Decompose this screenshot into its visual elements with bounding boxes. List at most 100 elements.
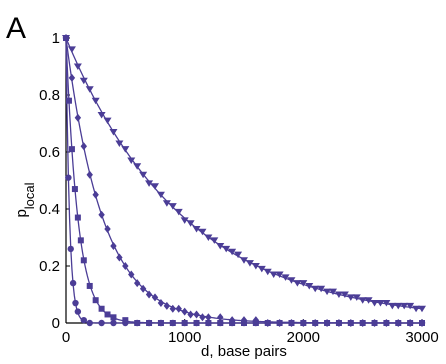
marker-diamond xyxy=(98,210,105,219)
marker-diamond xyxy=(92,190,99,199)
marker-diamond xyxy=(323,319,331,327)
marker-diamond xyxy=(205,313,212,322)
axes: 0 0.2 0.4 0.6 0.8 1 0 1000 2000 3000 xyxy=(39,30,439,346)
marker-triangle-down xyxy=(162,200,171,207)
marker-triangle-down xyxy=(299,280,308,287)
marker-triangle-down xyxy=(222,245,231,253)
marker-diamond xyxy=(288,319,295,327)
marker-triangle-down xyxy=(67,46,76,53)
svg-text:plocal: plocal xyxy=(13,182,37,217)
marker-triangle-down xyxy=(85,86,94,93)
marker-triangle-down xyxy=(216,243,225,250)
marker-circle xyxy=(80,316,88,324)
marker-triangle-down xyxy=(79,77,88,85)
marker-diamond xyxy=(383,319,390,327)
marker-diamond xyxy=(145,290,153,299)
marker-triangle-down xyxy=(168,203,177,210)
marker-circle xyxy=(67,245,74,253)
marker-diamond xyxy=(347,319,354,327)
marker-diamond xyxy=(300,319,307,327)
marker-square xyxy=(77,237,84,244)
marker-triangle-down xyxy=(133,163,142,170)
marker-triangle-down xyxy=(293,280,302,287)
marker-diamond xyxy=(134,279,141,288)
marker-diamond xyxy=(217,313,224,322)
marker-triangle-down xyxy=(388,302,397,310)
marker-triangle-down xyxy=(329,288,337,296)
marker-triangle-down xyxy=(121,146,130,153)
marker-square xyxy=(92,297,99,304)
y-tick-label: 0.6 xyxy=(39,144,60,161)
marker-triangle-down xyxy=(358,297,367,304)
data-markers xyxy=(62,34,426,327)
y-axis-title: plocal xyxy=(13,182,37,217)
marker-triangle-down xyxy=(251,263,260,270)
marker-diamond xyxy=(312,319,319,327)
x-tick-label: 2000 xyxy=(287,329,320,346)
marker-triangle-down xyxy=(245,260,254,267)
marker-triangle-down xyxy=(103,117,112,125)
marker-square xyxy=(146,320,153,326)
marker-circle xyxy=(74,308,82,315)
marker-circle xyxy=(72,299,79,307)
x-axis-title: d, base pairs xyxy=(201,343,287,360)
y-axis-title-main: p xyxy=(13,209,30,217)
marker-triangle-down xyxy=(109,129,118,136)
marker-triangle-down xyxy=(323,288,332,296)
marker-triangle-down xyxy=(240,257,248,264)
marker-triangle-down xyxy=(412,305,421,313)
marker-triangle-down xyxy=(376,300,385,307)
marker-square xyxy=(217,320,224,326)
marker-diamond xyxy=(228,316,236,325)
y-tick-label: 0 xyxy=(52,315,60,332)
marker-triangle-down xyxy=(91,97,100,105)
marker-diamond xyxy=(181,307,188,316)
x-tick-label: 1000 xyxy=(168,329,201,346)
fit-curves xyxy=(65,37,423,324)
x-tick-label: 3000 xyxy=(405,329,438,346)
marker-triangle-down xyxy=(406,302,415,310)
marker-circle xyxy=(69,279,77,287)
marker-triangle-down xyxy=(394,302,403,310)
marker-diamond xyxy=(157,299,165,308)
marker-triangle-down xyxy=(275,271,284,279)
marker-diamond xyxy=(110,242,117,251)
marker-triangle-down xyxy=(364,297,373,304)
marker-square xyxy=(74,214,81,221)
marker-triangle-down xyxy=(382,300,391,307)
marker-square xyxy=(68,146,75,153)
marker-square xyxy=(181,320,188,326)
marker-square xyxy=(86,282,93,289)
marker-triangle-down xyxy=(97,111,106,119)
marker-square xyxy=(71,186,78,193)
marker-circle xyxy=(86,319,93,327)
marker-triangle-down xyxy=(418,305,426,313)
y-ticks: 0 0.2 0.4 0.6 0.8 1 xyxy=(39,30,70,332)
marker-triangle-down xyxy=(174,208,183,216)
marker-diamond xyxy=(187,310,194,319)
marker-square xyxy=(110,314,117,321)
marker-circle xyxy=(65,174,72,181)
marker-triangle-down xyxy=(198,228,207,236)
marker-diamond xyxy=(335,319,343,327)
marker-diamond xyxy=(68,73,76,82)
y-tick-label: 0.2 xyxy=(39,258,60,275)
marker-circle xyxy=(110,319,117,327)
marker-triangle-down xyxy=(228,248,237,256)
y-tick-label: 1 xyxy=(52,30,60,47)
marker-diamond xyxy=(199,313,206,322)
marker-square xyxy=(205,320,212,326)
marker-diamond xyxy=(122,262,129,270)
marker-triangle-down xyxy=(139,171,148,179)
marker-diamond xyxy=(276,319,283,327)
marker-triangle-down xyxy=(352,294,361,301)
marker-triangle-down xyxy=(257,265,266,273)
marker-triangle-down xyxy=(127,157,136,165)
marker-diamond xyxy=(74,113,82,122)
panel-label: A xyxy=(6,12,26,45)
marker-diamond xyxy=(163,301,171,310)
marker-triangle-down xyxy=(192,225,201,233)
marker-diamond xyxy=(252,316,260,325)
marker-square xyxy=(122,317,129,324)
